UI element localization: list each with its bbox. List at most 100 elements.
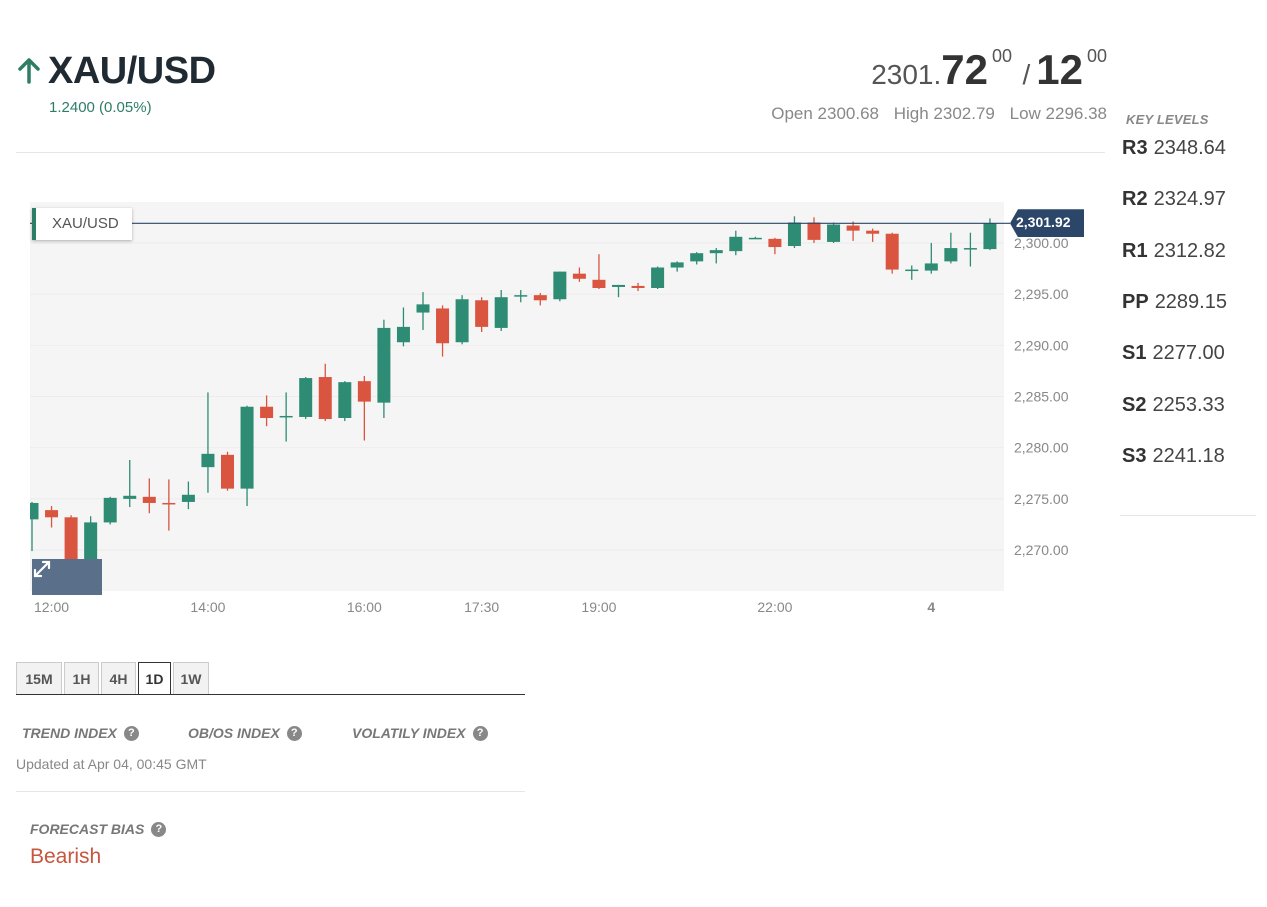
- tab-15m[interactable]: 15M: [16, 662, 62, 695]
- candle: [768, 237, 782, 255]
- key-level-r3: R3 2348.64: [1122, 137, 1226, 160]
- candle-body: [983, 223, 997, 250]
- bid-prefix: 2301.: [871, 59, 942, 90]
- candle-body: [221, 454, 234, 489]
- tab-4h[interactable]: 4H: [101, 662, 136, 695]
- candle-body: [494, 297, 508, 328]
- candle-body: [944, 248, 958, 262]
- candle: [84, 516, 98, 565]
- candle: [924, 242, 938, 274]
- candle: [533, 293, 547, 306]
- help-icon[interactable]: ?: [151, 821, 167, 837]
- key-level-r1: R1 2312.82: [1122, 240, 1226, 263]
- bid-big: 72: [941, 46, 988, 93]
- high-value: High 2302.79: [893, 104, 995, 123]
- candle: [475, 297, 489, 333]
- tab-1h[interactable]: 1H: [64, 662, 99, 695]
- candle-body: [338, 382, 352, 418]
- candle: [338, 381, 352, 422]
- candle: [807, 217, 821, 243]
- candle-body: [436, 308, 450, 344]
- obos-index: OB/OS INDEX ?: [188, 725, 302, 741]
- header-divider: [16, 152, 1105, 153]
- candle: [572, 267, 586, 282]
- timeframe-underline: [16, 694, 525, 695]
- timeframe-tabs: 15M 1H 4H 1D 1W: [16, 662, 209, 695]
- candle: [709, 248, 723, 264]
- candle: [436, 305, 450, 357]
- tab-1d[interactable]: 1D: [138, 662, 171, 695]
- trend-index: TREND INDEX ?: [22, 725, 139, 741]
- candle: [162, 479, 176, 531]
- forecast-bias-value: Bearish: [30, 845, 102, 868]
- candle-body: [709, 250, 723, 254]
- candle: [827, 222, 841, 243]
- bid-sup: 00: [991, 46, 1013, 66]
- key-level-label: S2: [1122, 394, 1147, 416]
- help-icon[interactable]: ?: [472, 725, 488, 741]
- key-level-label: R2: [1122, 188, 1148, 210]
- candle: [787, 216, 801, 249]
- candle-body: [201, 453, 215, 468]
- candle-body: [670, 262, 684, 268]
- candle: [612, 284, 625, 298]
- forecast-bias: FORECAST BIAS ?: [30, 821, 167, 837]
- y-tick-label: 2,270.00: [1014, 542, 1069, 558]
- key-level-value: 2324.97: [1153, 188, 1226, 210]
- candle-body: [729, 236, 743, 252]
- arrow-up-icon: [18, 58, 40, 84]
- candle: [181, 481, 195, 510]
- expand-icon: [33, 560, 51, 578]
- candle: [299, 377, 313, 420]
- candle-body: [592, 279, 606, 288]
- candle-body: [123, 495, 137, 499]
- candle: [260, 395, 274, 427]
- candle: [416, 292, 430, 330]
- volatility-index: VOLATILY INDEX ?: [352, 725, 488, 741]
- candle: [514, 290, 528, 303]
- candle-body: [240, 406, 254, 489]
- y-tick-label: 2,280.00: [1014, 440, 1069, 456]
- key-level-value: 2348.64: [1153, 137, 1226, 159]
- chart-symbol-tag: XAU/USD: [32, 208, 132, 240]
- candle-body: [377, 327, 391, 403]
- candle-body: [807, 222, 821, 240]
- candle: [846, 221, 860, 241]
- candle: [240, 405, 254, 507]
- tab-1w[interactable]: 1W: [173, 662, 209, 695]
- forecast-bias-label: FORECAST BIAS: [30, 821, 145, 837]
- price-separator: /: [1022, 59, 1031, 90]
- candle-body: [260, 406, 274, 418]
- candle-body: [905, 269, 919, 272]
- candle: [221, 451, 234, 491]
- obos-index-label: OB/OS INDEX: [188, 725, 280, 741]
- current-price-tag: 2,301.92: [1010, 209, 1084, 238]
- candle-body: [651, 267, 665, 288]
- candle: [944, 232, 958, 264]
- candle-body: [279, 415, 293, 418]
- x-tick-label: 17:30: [464, 599, 499, 615]
- candle-body: [45, 510, 59, 518]
- candle: [885, 232, 899, 274]
- help-icon[interactable]: ?: [123, 725, 139, 741]
- price-change: 1.2400 (0.05%): [49, 99, 152, 116]
- candle-body: [142, 496, 156, 503]
- candle: [905, 265, 919, 280]
- candlestick-chart[interactable]: 2,270.00 2,275.00 2,280.00 2,285.00 2,290.00…: [0, 190, 1105, 630]
- candle-body: [553, 271, 567, 300]
- candle-body: [162, 502, 176, 505]
- candle: [592, 254, 606, 290]
- ohl-stats: Open 2300.68 High 2302.79 Low 2296.38: [761, 104, 1107, 124]
- bid-ask-price: 2301.72 00 /12 00: [871, 46, 1107, 94]
- key-level-label: R3: [1122, 137, 1148, 159]
- help-icon[interactable]: ?: [286, 725, 302, 741]
- candle: [748, 236, 762, 240]
- price-chart[interactable]: 2,270.00 2,275.00 2,280.00 2,285.00 2,290.00…: [0, 190, 1105, 630]
- key-level-s3: S3 2241.18: [1122, 445, 1225, 468]
- y-tick-label: 2,290.00: [1014, 337, 1069, 353]
- candle-body: [533, 295, 547, 301]
- key-level-s1: S1 2277.00: [1122, 342, 1225, 365]
- candle-body: [103, 497, 117, 523]
- y-tick-label: 2,285.00: [1014, 389, 1069, 405]
- expand-chart-button[interactable]: [32, 559, 102, 595]
